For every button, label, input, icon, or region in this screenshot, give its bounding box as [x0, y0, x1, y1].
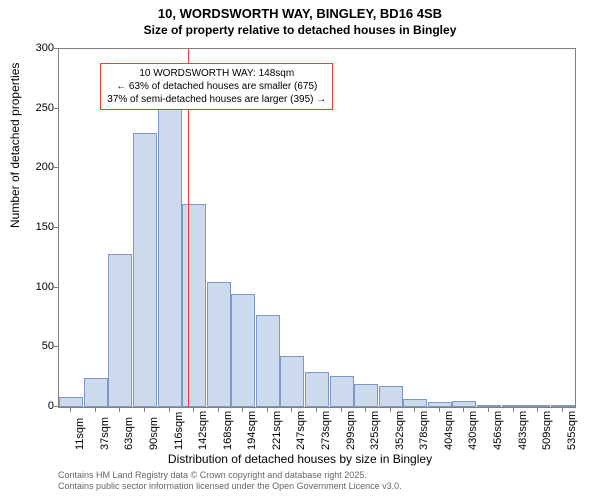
x-tick-label: 37sqm [99, 417, 111, 450]
y-tick-mark [54, 346, 58, 347]
x-tick-mark [463, 408, 464, 412]
histogram-bar [330, 376, 354, 407]
x-tick-label: 221sqm [271, 411, 283, 450]
histogram-bar [379, 386, 403, 407]
x-tick-mark [218, 408, 219, 412]
x-tick-mark [439, 408, 440, 412]
x-tick-label: 11sqm [74, 418, 86, 450]
x-tick-mark [537, 408, 538, 412]
y-tick-mark [54, 406, 58, 407]
footer-line-2: Contains public sector information licen… [58, 481, 402, 492]
x-tick-label: 483sqm [517, 411, 529, 450]
y-tick-mark [54, 287, 58, 288]
chart-title-sub: Size of property relative to detached ho… [0, 21, 600, 37]
histogram-bar [280, 356, 304, 407]
histogram-bar [108, 254, 132, 407]
x-tick-mark [70, 408, 71, 412]
x-tick-label: 352sqm [394, 411, 406, 450]
y-tick-mark [54, 108, 58, 109]
histogram-bar [158, 109, 182, 407]
x-tick-label: 299sqm [345, 411, 357, 450]
x-tick-label: 194sqm [246, 411, 258, 450]
x-tick-label: 509sqm [541, 411, 553, 450]
histogram-bar [256, 315, 280, 407]
x-tick-mark [365, 408, 366, 412]
plot-area: 10 WORDSWORTH WAY: 148sqm← 63% of detach… [58, 48, 576, 408]
y-tick-label: 300 [14, 42, 54, 54]
x-tick-mark [144, 408, 145, 412]
histogram-bar [428, 402, 452, 407]
histogram-bar [452, 401, 476, 407]
y-tick-label: 0 [14, 400, 54, 412]
histogram-bar [59, 397, 83, 407]
x-tick-mark [414, 408, 415, 412]
x-tick-mark [488, 408, 489, 412]
y-tick-label: 150 [14, 221, 54, 233]
histogram-bar [84, 378, 108, 407]
histogram-bar [477, 405, 501, 407]
chart-title-main: 10, WORDSWORTH WAY, BINGLEY, BD16 4SB [0, 0, 600, 21]
x-tick-mark [562, 408, 563, 412]
x-tick-label: 535sqm [566, 411, 578, 450]
x-tick-mark [513, 408, 514, 412]
histogram-bar [526, 405, 550, 407]
x-tick-mark [341, 408, 342, 412]
histogram-bar [207, 282, 231, 407]
x-tick-mark [390, 408, 391, 412]
y-tick-label: 50 [14, 340, 54, 352]
x-tick-label: 63sqm [123, 417, 135, 450]
x-tick-mark [291, 408, 292, 412]
x-tick-mark [267, 408, 268, 412]
x-tick-mark [169, 408, 170, 412]
x-tick-label: 456sqm [492, 411, 504, 450]
y-tick-mark [54, 48, 58, 49]
x-tick-label: 142sqm [197, 411, 209, 450]
x-tick-mark [242, 408, 243, 412]
x-tick-label: 273sqm [320, 411, 332, 450]
x-tick-label: 116sqm [173, 412, 185, 450]
x-tick-label: 247sqm [295, 411, 307, 450]
y-tick-mark [54, 167, 58, 168]
annotation-box: 10 WORDSWORTH WAY: 148sqm← 63% of detach… [100, 63, 333, 110]
y-tick-mark [54, 227, 58, 228]
annotation-line: 37% of semi-detached houses are larger (… [107, 93, 326, 106]
footer-line-1: Contains HM Land Registry data © Crown c… [58, 470, 402, 481]
x-tick-label: 404sqm [443, 411, 455, 450]
histogram-bar [403, 399, 427, 407]
x-tick-label: 430sqm [467, 411, 479, 450]
histogram-bar [231, 294, 255, 407]
x-axis-title: Distribution of detached houses by size … [0, 452, 600, 466]
x-tick-label: 168sqm [222, 411, 234, 450]
y-tick-label: 200 [14, 161, 54, 173]
x-tick-label: 378sqm [418, 411, 430, 450]
annotation-line: ← 63% of detached houses are smaller (67… [107, 80, 326, 93]
y-axis-title: Number of detached properties [8, 63, 22, 228]
y-tick-label: 250 [14, 102, 54, 114]
x-tick-mark [316, 408, 317, 412]
histogram-bar [182, 204, 206, 407]
annotation-line: 10 WORDSWORTH WAY: 148sqm [107, 67, 326, 80]
histogram-bar [551, 405, 575, 407]
x-tick-label: 90sqm [148, 417, 160, 450]
histogram-bar [133, 133, 157, 407]
chart-footer: Contains HM Land Registry data © Crown c… [58, 470, 402, 493]
x-tick-label: 325sqm [369, 411, 381, 450]
chart-container: 10, WORDSWORTH WAY, BINGLEY, BD16 4SB Si… [0, 0, 600, 500]
histogram-bar [354, 384, 378, 407]
y-tick-label: 100 [14, 281, 54, 293]
x-tick-mark [95, 408, 96, 412]
histogram-bar [502, 405, 526, 407]
x-tick-mark [193, 408, 194, 412]
histogram-bar [305, 372, 329, 407]
x-tick-mark [119, 408, 120, 412]
